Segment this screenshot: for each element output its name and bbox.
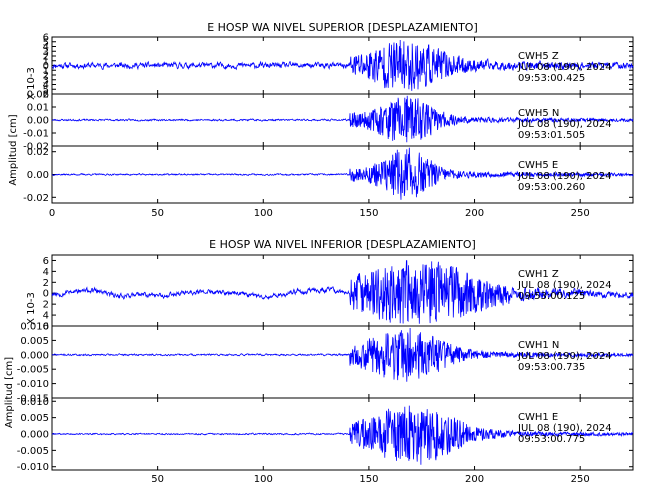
seismic-trace	[51, 95, 634, 143]
y-tick-label: -0.01	[23, 129, 49, 140]
y-tick-label: 0.00	[27, 170, 49, 181]
channel-label-line: 09:53:00.125	[518, 291, 585, 302]
channel-label-line: CWH1 E	[518, 412, 558, 423]
y-tick-label: 0.02	[27, 147, 49, 158]
y-tick-label: -0.010	[17, 379, 49, 390]
scale-label: X 10-3	[26, 67, 37, 100]
y-tick-label: 0.000	[20, 350, 49, 361]
y-tick-label: 0	[43, 289, 49, 300]
y-tick-label: 0.010	[20, 322, 49, 333]
channel-label-line: 09:53:00.425	[518, 73, 585, 84]
panel-title: E HOSP WA NIVEL SUPERIOR [DESPLAZAMIENTO…	[207, 21, 478, 34]
y-tick-label: 0.000	[20, 430, 49, 441]
seismic-trace	[51, 327, 634, 382]
panel-group-1: E HOSP WA NIVEL INFERIOR [DESPLAZAMIENTO…	[4, 238, 634, 485]
y-tick-label: 2	[43, 52, 49, 63]
y-tick-label: 2	[43, 71, 49, 82]
x-tick-label: 150	[359, 474, 378, 485]
seismic-trace	[51, 39, 634, 91]
y-tick-label: -0.02	[23, 193, 49, 204]
channel-label-line: CWH5 Z	[518, 51, 559, 62]
channel-label-line: 09:53:00.260	[518, 182, 585, 193]
y-axis-label: Amplitud [cm]	[4, 357, 15, 428]
y-tick-label: 6	[43, 322, 49, 333]
y-tick-label: 1	[43, 66, 49, 77]
y-tick-label: 2	[43, 300, 49, 311]
channel-label-line: CWH5 E	[518, 160, 558, 171]
y-tick-label: 0	[43, 61, 49, 72]
channel-1-1: -0.015 -0.010 -0.005 0.000 0.005 0.010 CWH1 NJ…	[17, 322, 634, 405]
y-tick-label: 6	[43, 33, 49, 44]
channel-label-line: CWH1 N	[518, 340, 559, 351]
y-tick-label: -0.010	[17, 462, 49, 473]
channel-label-line: JUL 08 (190), 2024	[517, 351, 612, 362]
y-tick-label: 0.02	[27, 90, 49, 101]
y-tick-label: 3	[43, 75, 49, 86]
y-tick-label: -0.005	[17, 365, 49, 376]
x-tick-label: 200	[465, 208, 484, 219]
channel-label-line: 09:53:00.735	[518, 362, 585, 373]
channel-label-line: JUL 08 (190), 2024	[517, 171, 612, 182]
channel-label-line: JUL 08 (190), 2024	[517, 423, 612, 434]
y-tick-label: 0.010	[20, 397, 49, 408]
y-tick-label: -0.005	[17, 446, 49, 457]
panel-group-0: E HOSP WA NIVEL SUPERIOR [DESPLAZAMIENTO…	[8, 21, 634, 219]
x-tick-label: 250	[571, 208, 590, 219]
channel-label-line: CWH1 Z	[518, 269, 559, 280]
y-tick-label: 5	[43, 85, 49, 96]
seismic-trace	[51, 260, 634, 324]
channel-label-line: 09:53:00.775	[518, 434, 585, 445]
y-tick-label: 4	[43, 80, 49, 91]
x-tick-label: 0	[49, 208, 55, 219]
y-tick-label: 6	[43, 90, 49, 101]
y-tick-label: 1	[43, 56, 49, 67]
x-tick-label: 250	[571, 474, 590, 485]
y-tick-label: -0.015	[17, 394, 49, 405]
x-tick-label: 50	[151, 208, 164, 219]
y-tick-label: 5	[43, 37, 49, 48]
channel-label-line: CWH5 N	[518, 108, 559, 119]
x-tick-label: 100	[254, 208, 273, 219]
y-tick-label: 3	[43, 47, 49, 58]
y-tick-label: 6	[43, 256, 49, 267]
channel-label-line: JUL 08 (190), 2024	[517, 280, 612, 291]
x-tick-label: 150	[359, 208, 378, 219]
y-tick-label: 0.01	[27, 103, 49, 114]
y-tick-label: 4	[43, 311, 49, 322]
scale-label: X 10-3	[26, 292, 37, 325]
y-tick-label: 4	[43, 267, 49, 278]
x-tick-label: 100	[254, 474, 273, 485]
y-tick-label: 0.005	[20, 413, 49, 424]
x-tick-label: 50	[151, 474, 164, 485]
y-axis-label: Amplitud [cm]	[8, 114, 19, 185]
y-tick-label: 2	[43, 278, 49, 289]
panel-title: E HOSP WA NIVEL INFERIOR [DESPLAZAMIENTO…	[209, 238, 476, 251]
y-tick-label: -0.02	[23, 142, 49, 153]
y-tick-label: 0.00	[27, 116, 49, 127]
seismic-trace	[52, 405, 634, 465]
seismic-trace	[51, 147, 634, 200]
y-tick-label: 4	[43, 42, 49, 53]
y-tick-label: 0.005	[20, 336, 49, 347]
channel-label-line: 09:53:01.505	[518, 130, 585, 141]
x-tick-label: 200	[465, 474, 484, 485]
channel-label-line: JUL 08 (190), 2024	[517, 62, 612, 73]
channel-label-line: JUL 08 (190), 2024	[517, 119, 612, 130]
